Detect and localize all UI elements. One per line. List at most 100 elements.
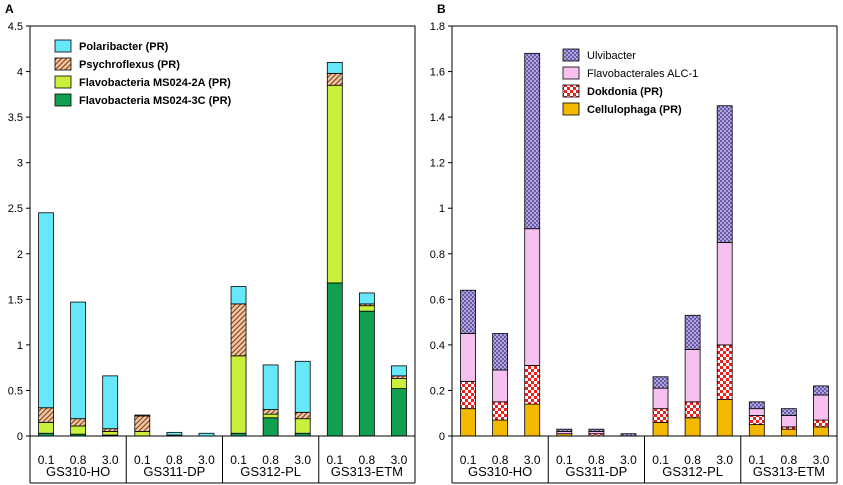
bar-segment	[70, 301, 87, 420]
bar-segment	[294, 411, 311, 420]
bar-segment	[492, 369, 509, 403]
y-tick-label: 0.6	[430, 294, 445, 306]
x-category-label: 3.0	[391, 453, 408, 467]
legend-swatch	[562, 84, 580, 98]
x-category-label: 0.1	[326, 453, 343, 467]
legend-label: Flavobacteria MS024-2A (PR)	[79, 77, 231, 89]
bar-segment	[391, 388, 407, 437]
y-tick-label: 2	[17, 249, 23, 261]
y-tick-label: 2.5	[8, 203, 23, 215]
bar-segment	[748, 401, 765, 410]
y-tick-label: 3.5	[8, 112, 23, 124]
x-category-label: 3.0	[294, 453, 311, 467]
bar-segment	[748, 408, 765, 416]
group-label: GS311-DP	[565, 464, 627, 479]
bar-segment	[460, 408, 476, 437]
x-category-label: 3.0	[102, 453, 119, 467]
panel-a-chart: A 0 0.5 1 1.5 2 2.5 3 3.5 4 4.5 0.1 0.8 3.0 0.1 0.8 3.0 0…	[5, 2, 416, 484]
bar-segment	[492, 419, 509, 437]
bar-segment	[780, 428, 797, 437]
x-category-label: 0.8	[166, 453, 183, 467]
bar-segment	[38, 421, 54, 434]
bar-segment	[684, 349, 701, 403]
bar-segment	[391, 375, 407, 380]
legend-swatch	[562, 48, 580, 62]
bar-segment	[524, 52, 541, 230]
y-tick-label: 0	[17, 431, 23, 443]
bar-segment	[326, 282, 343, 437]
x-category-label: 0.8	[781, 453, 798, 467]
bar-segment	[358, 292, 375, 305]
x-category-label: 0.8	[70, 453, 87, 467]
x-category-label: 3.0	[813, 453, 830, 467]
y-tick-label: 3	[17, 158, 23, 170]
x-category-label: 0.1	[748, 453, 765, 467]
group-label: GS313-ETM	[753, 464, 825, 479]
panel-label: B	[437, 2, 446, 16]
bar-segment	[748, 415, 765, 426]
bar-segment	[460, 289, 476, 334]
bar-segment	[813, 394, 829, 421]
y-tick-label: 0.5	[8, 385, 23, 397]
y-tick-label: 4	[17, 67, 23, 79]
bar-segment	[748, 424, 765, 437]
bar-segment	[134, 414, 151, 417]
bar-segment	[556, 428, 573, 432]
bar-segment	[70, 418, 87, 427]
x-category-label: 0.1	[134, 453, 151, 467]
bar-segment	[166, 431, 183, 436]
x-category-label: 0.8	[492, 453, 509, 467]
bar-segment	[230, 286, 247, 305]
bar-segment	[780, 408, 797, 416]
bar-segment	[262, 417, 279, 437]
y-tick-label: 0	[439, 431, 445, 443]
bar-segment	[294, 418, 311, 434]
legend-label: Flavobacteria MS024-3C (PR)	[79, 95, 232, 107]
bar-segment	[102, 375, 119, 430]
bar-segment	[716, 241, 733, 346]
bar-segment	[326, 84, 343, 284]
bar-segment	[391, 378, 407, 390]
group-label: GS312-PL	[240, 464, 301, 479]
legend-label: Dokdonia (PR)	[587, 86, 663, 98]
group-label: GS313-ETM	[331, 464, 403, 479]
bar-segment	[524, 364, 541, 405]
bar-segment	[524, 403, 541, 437]
bar-segment	[38, 212, 54, 409]
bar-segment	[326, 72, 343, 86]
legend-label: Cellulophaga (PR)	[587, 104, 682, 116]
y-tick-label: 1.4	[430, 112, 445, 124]
bar-segment	[684, 314, 701, 350]
x-category-label: 0.1	[230, 453, 247, 467]
bar-segment	[652, 408, 669, 423]
legend-swatch	[562, 66, 580, 80]
bar-segment	[391, 365, 407, 377]
x-category-label: 3.0	[620, 453, 637, 467]
bar-segment	[294, 360, 311, 413]
bar-segment	[492, 401, 509, 421]
bar-segment	[38, 407, 54, 423]
y-tick-label: 1.8	[430, 21, 445, 33]
bar-segment	[134, 415, 151, 432]
bar-segment	[813, 426, 829, 437]
bar-segment	[134, 431, 151, 437]
legend-label: Flavobacterales ALC-1	[587, 68, 698, 80]
y-tick-label: 1.2	[430, 158, 445, 170]
bar-segment	[716, 399, 733, 437]
bar-segment	[358, 305, 375, 312]
x-category-label: 0.8	[359, 453, 376, 467]
x-category-label: 3.0	[524, 453, 541, 467]
group-label: GS310-HO	[468, 464, 532, 479]
legend-swatch	[54, 75, 72, 89]
x-category-label: 0.8	[262, 453, 279, 467]
bar-segment	[460, 380, 476, 410]
bar-segment	[262, 413, 279, 419]
bar-segment	[524, 228, 541, 366]
bar-segment	[262, 409, 279, 415]
group-label: GS310-HO	[46, 464, 110, 479]
bar-segment	[652, 387, 669, 410]
x-category-label: 0.1	[652, 453, 669, 467]
group-label: GS311-DP	[143, 464, 205, 479]
x-category-label: 0.8	[684, 453, 701, 467]
